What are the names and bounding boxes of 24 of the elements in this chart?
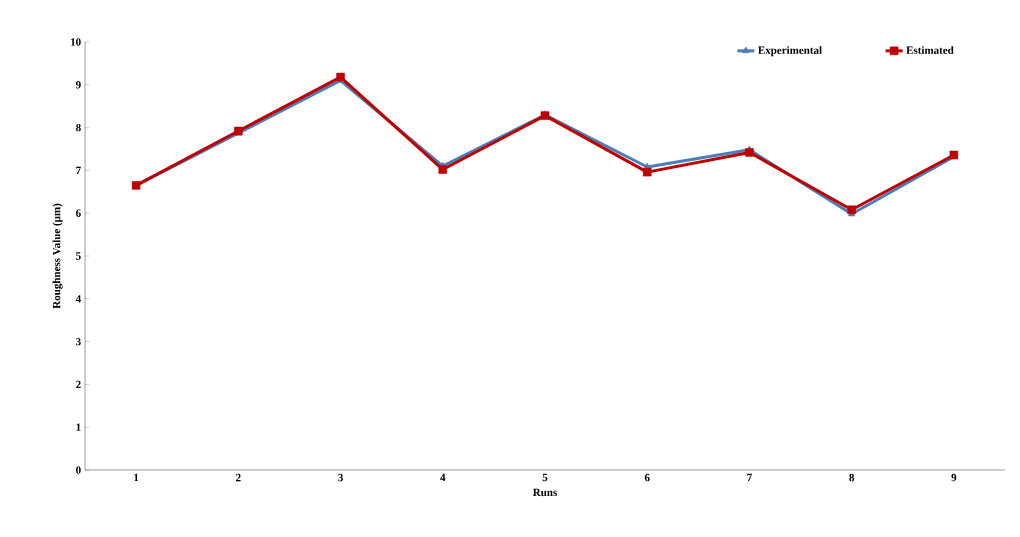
y-tick-label: 3: [76, 337, 81, 346]
y-tick-label: 10: [71, 38, 81, 46]
y-tick-label: 7: [76, 166, 81, 174]
y-axis-title: Roughness Value (µm): [52, 203, 63, 309]
y-tick-label: 8: [76, 123, 81, 132]
x-axis-title: Runs: [532, 488, 557, 497]
x-tick-label: 9: [951, 473, 957, 482]
x-tick-label: 7: [747, 473, 752, 482]
y-tick-label: 0: [76, 466, 81, 474]
x-tick-label: 5: [542, 473, 548, 482]
y-tick-label: 6: [76, 209, 81, 217]
x-tick-label: 2: [236, 473, 241, 482]
y-tick-label: 1: [76, 423, 81, 431]
x-tick-label: 6: [644, 473, 650, 482]
x-tick-label: 4: [440, 473, 446, 482]
y-tick-label: 4: [75, 295, 81, 303]
x-tick-label: 1: [134, 473, 139, 482]
x-tick-label: 8: [849, 473, 855, 482]
legend-label: Estimated: [906, 46, 954, 54]
legend-label: Experimental: [758, 46, 822, 57]
y-tick-label: 2: [76, 380, 81, 389]
x-tick-label: 3: [338, 473, 343, 482]
y-tick-label: 9: [75, 81, 81, 89]
y-tick-label: 5: [76, 252, 81, 260]
